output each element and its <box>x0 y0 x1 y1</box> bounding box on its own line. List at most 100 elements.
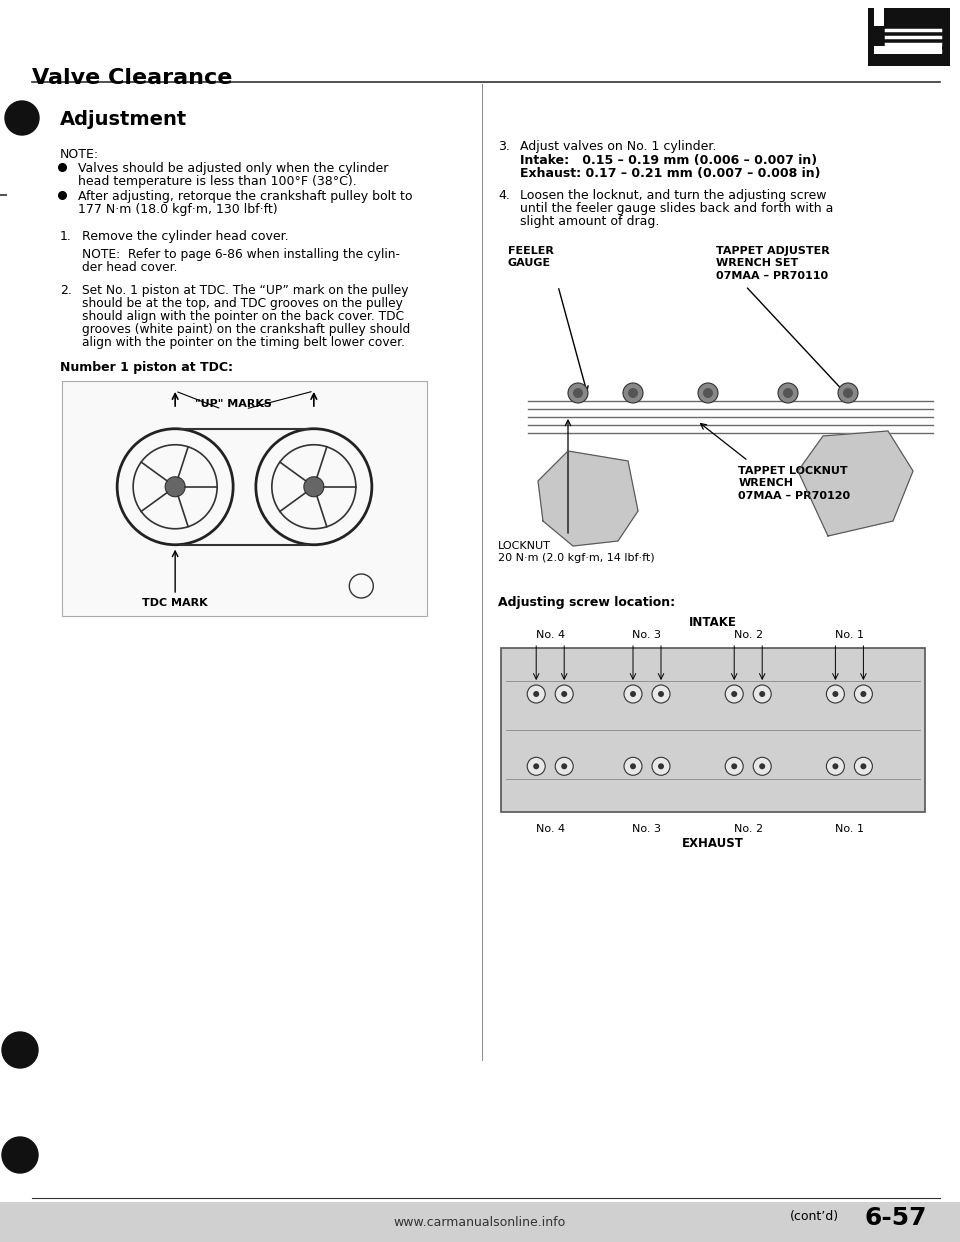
Circle shape <box>827 758 845 775</box>
Text: NOTE:: NOTE: <box>60 148 99 161</box>
Text: (cont’d): (cont’d) <box>790 1210 839 1223</box>
Text: 3.: 3. <box>498 140 510 153</box>
Circle shape <box>533 691 540 697</box>
Circle shape <box>703 388 713 397</box>
Circle shape <box>860 691 867 697</box>
Circle shape <box>624 758 642 775</box>
Text: Valve Clearance: Valve Clearance <box>32 68 232 88</box>
Circle shape <box>658 764 664 769</box>
Text: No. 3: No. 3 <box>633 825 661 835</box>
Text: align with the pointer on the timing belt lower cover.: align with the pointer on the timing bel… <box>82 337 405 349</box>
Bar <box>874 0 884 26</box>
Text: der head cover.: der head cover. <box>82 261 178 274</box>
Bar <box>874 46 942 53</box>
Polygon shape <box>538 451 638 546</box>
Circle shape <box>568 383 588 402</box>
Text: Intake:   0.15 – 0.19 mm (0.006 – 0.007 in): Intake: 0.15 – 0.19 mm (0.006 – 0.007 in… <box>520 154 817 166</box>
Circle shape <box>759 764 765 769</box>
Circle shape <box>527 686 545 703</box>
Polygon shape <box>798 431 913 537</box>
Circle shape <box>843 388 853 397</box>
Text: No. 2: No. 2 <box>733 630 763 640</box>
Text: slight amount of drag.: slight amount of drag. <box>520 215 660 229</box>
Text: grooves (white paint) on the crankshaft pulley should: grooves (white paint) on the crankshaft … <box>82 323 410 337</box>
Circle shape <box>778 383 798 402</box>
Text: Adjustment: Adjustment <box>60 111 187 129</box>
Text: No. 3: No. 3 <box>633 630 661 640</box>
Bar <box>501 648 925 812</box>
Circle shape <box>2 1032 38 1068</box>
Circle shape <box>854 686 873 703</box>
Text: FEELER
GAUGE: FEELER GAUGE <box>508 246 554 268</box>
Text: After adjusting, retorque the crankshaft pulley bolt to: After adjusting, retorque the crankshaft… <box>78 190 413 202</box>
Text: No. 1: No. 1 <box>835 825 864 835</box>
Circle shape <box>754 758 771 775</box>
Circle shape <box>623 383 643 402</box>
Circle shape <box>630 764 636 769</box>
Text: until the feeler gauge slides back and forth with a: until the feeler gauge slides back and f… <box>520 202 833 215</box>
Circle shape <box>562 764 567 769</box>
Text: TDC MARK: TDC MARK <box>142 597 208 609</box>
Circle shape <box>783 388 793 397</box>
Bar <box>62 381 427 616</box>
Text: 6-57: 6-57 <box>865 1206 927 1230</box>
Text: 177 N·m (18.0 kgf·m, 130 lbf·ft): 177 N·m (18.0 kgf·m, 130 lbf·ft) <box>78 202 277 216</box>
Text: www.carmanualsonline.info: www.carmanualsonline.info <box>394 1216 566 1228</box>
Circle shape <box>527 758 545 775</box>
Text: 4.: 4. <box>498 189 510 202</box>
Text: TAPPET LOCKNUT
WRENCH
07MAA – PR70120: TAPPET LOCKNUT WRENCH 07MAA – PR70120 <box>738 466 851 501</box>
Text: Valves should be adjusted only when the cylinder: Valves should be adjusted only when the … <box>78 161 389 175</box>
Text: NOTE:  Refer to page 6-86 when installing the cylin-: NOTE: Refer to page 6-86 when installing… <box>82 248 400 261</box>
Circle shape <box>304 477 324 497</box>
Text: Adjust valves on No. 1 cylinder.: Adjust valves on No. 1 cylinder. <box>520 140 716 153</box>
Text: Remove the cylinder head cover.: Remove the cylinder head cover. <box>82 230 289 243</box>
Text: No. 2: No. 2 <box>733 825 763 835</box>
Circle shape <box>555 758 573 775</box>
Circle shape <box>732 764 737 769</box>
Circle shape <box>658 691 664 697</box>
Text: No. 4: No. 4 <box>536 825 564 835</box>
Text: 2.: 2. <box>60 284 72 297</box>
Circle shape <box>725 758 743 775</box>
Circle shape <box>860 764 867 769</box>
Text: Set No. 1 piston at TDC. The “UP” mark on the pulley: Set No. 1 piston at TDC. The “UP” mark o… <box>82 284 409 297</box>
Circle shape <box>652 686 670 703</box>
Circle shape <box>698 383 718 402</box>
Text: "UP" MARKS: "UP" MARKS <box>195 399 272 409</box>
Bar <box>0 1202 960 1242</box>
Circle shape <box>732 691 737 697</box>
Text: 1.: 1. <box>60 230 72 243</box>
Circle shape <box>165 477 185 497</box>
Text: should align with the pointer on the back cover. TDC: should align with the pointer on the bac… <box>82 310 404 323</box>
Text: No. 4: No. 4 <box>536 630 564 640</box>
Circle shape <box>630 691 636 697</box>
Circle shape <box>533 764 540 769</box>
Circle shape <box>628 388 638 397</box>
Circle shape <box>838 383 858 402</box>
Text: No. 1: No. 1 <box>835 630 864 640</box>
Text: Number 1 piston at TDC:: Number 1 piston at TDC: <box>60 361 233 374</box>
Text: Exhaust: 0.17 – 0.21 mm (0.007 – 0.008 in): Exhaust: 0.17 – 0.21 mm (0.007 – 0.008 i… <box>520 166 821 180</box>
Circle shape <box>573 388 583 397</box>
Circle shape <box>754 686 771 703</box>
Circle shape <box>854 758 873 775</box>
Text: TAPPET ADJUSTER
WRENCH SET
07MAA – PR70110: TAPPET ADJUSTER WRENCH SET 07MAA – PR701… <box>715 246 829 281</box>
Circle shape <box>555 686 573 703</box>
Text: EXHAUST: EXHAUST <box>682 837 744 851</box>
Text: INTAKE: INTAKE <box>689 616 737 628</box>
Circle shape <box>832 764 838 769</box>
Circle shape <box>725 686 743 703</box>
Text: Adjusting screw location:: Adjusting screw location: <box>498 596 675 609</box>
Circle shape <box>5 101 39 135</box>
Text: head temperature is less than 100°F (38°C).: head temperature is less than 100°F (38°… <box>78 175 357 188</box>
Circle shape <box>624 686 642 703</box>
Text: LOCKNUT
20 N·m (2.0 kgf·m, 14 lbf·ft): LOCKNUT 20 N·m (2.0 kgf·m, 14 lbf·ft) <box>498 542 655 564</box>
Circle shape <box>2 1136 38 1172</box>
Text: Loosen the locknut, and turn the adjusting screw: Loosen the locknut, and turn the adjusti… <box>520 189 827 202</box>
Text: should be at the top, and TDC grooves on the pulley: should be at the top, and TDC grooves on… <box>82 297 403 310</box>
Circle shape <box>562 691 567 697</box>
Bar <box>868 7 950 66</box>
Circle shape <box>759 691 765 697</box>
Circle shape <box>832 691 838 697</box>
Circle shape <box>652 758 670 775</box>
